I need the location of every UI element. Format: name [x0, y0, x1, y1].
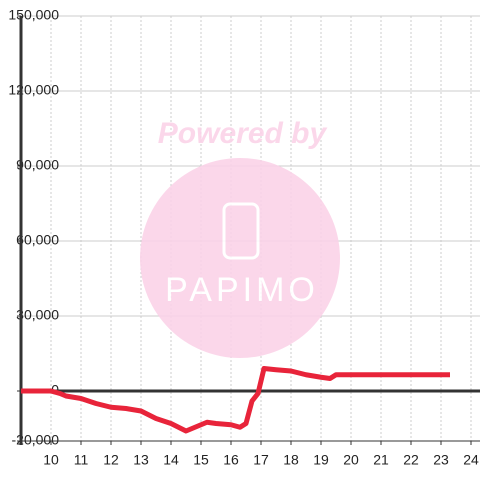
- x-tick-label: 19: [313, 452, 329, 468]
- watermark: Powered by PAPIMO: [140, 117, 340, 358]
- watermark-text: Powered by: [158, 117, 328, 150]
- x-tick-label: 14: [163, 452, 179, 468]
- x-tick-label: 20: [343, 452, 359, 468]
- y-tick-label: 120,000: [8, 82, 59, 98]
- x-tick-label: 12: [103, 452, 119, 468]
- x-tick-label: 11: [74, 452, 89, 468]
- y-tick-label: 30,000: [16, 307, 59, 323]
- x-tick-label: 21: [373, 452, 389, 468]
- y-tick-label: -20,000: [12, 432, 60, 448]
- series-line: [21, 366, 450, 434]
- x-tick-label: 23: [433, 452, 449, 468]
- x-tick-label: 16: [223, 452, 239, 468]
- x-tick-label: 13: [133, 452, 149, 468]
- x-tick-label: 17: [253, 452, 269, 468]
- watermark-icon: [222, 202, 260, 260]
- y-tick-label: 60,000: [16, 232, 59, 248]
- x-tick-label: 22: [403, 452, 419, 468]
- y-tick-label: 150,000: [8, 7, 59, 23]
- x-tick-label: 18: [283, 452, 299, 468]
- x-tick-label: 24: [463, 452, 479, 468]
- watermark-logo: PAPIMO: [165, 271, 319, 309]
- x-tick-label: 15: [193, 452, 209, 468]
- x-tick-label: 10: [43, 452, 59, 468]
- y-tick-label: 90,000: [16, 157, 59, 173]
